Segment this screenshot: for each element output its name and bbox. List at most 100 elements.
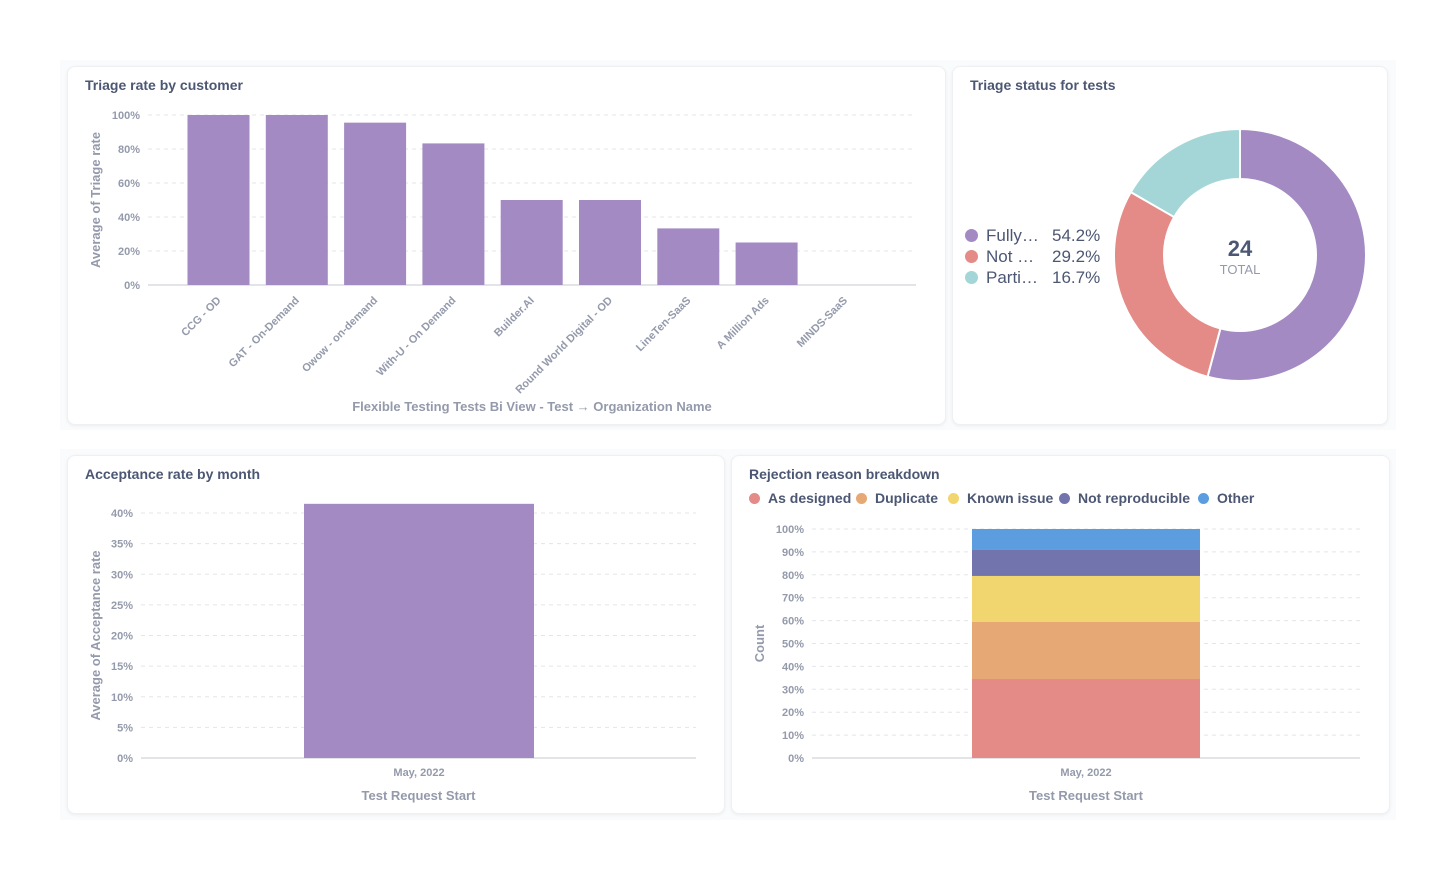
x-tick-label: May, 2022 bbox=[1060, 767, 1111, 779]
legend-dot-icon bbox=[948, 492, 959, 504]
y-axis-title: Average of Acceptance rate bbox=[88, 550, 103, 720]
legend-label: Not … bbox=[986, 246, 1035, 266]
y-tick-label: 60% bbox=[782, 616, 804, 628]
bar[interactable] bbox=[422, 143, 485, 285]
donut-slice[interactable] bbox=[1206, 127, 1367, 382]
y-tick-label: 20% bbox=[118, 246, 140, 258]
card-acceptance-rate[interactable]: Acceptance rate by month 0% 5% 10% 15% 20% 25… bbox=[67, 455, 725, 814]
x-tick-label: Builder.AI bbox=[492, 295, 537, 340]
legend-percent: 16.7% bbox=[1052, 267, 1101, 287]
bar[interactable] bbox=[500, 200, 563, 285]
legend-label: As designed bbox=[768, 490, 852, 506]
y-tick-label: 0% bbox=[788, 753, 804, 765]
pie-legend: Fully… 54.2% Not … 29.2% Parti… 16.7% bbox=[965, 225, 1112, 288]
card-title[interactable]: Rejection reason breakdown bbox=[749, 466, 940, 482]
legend-dot-icon bbox=[965, 250, 978, 263]
y-tick-label: 35% bbox=[111, 539, 133, 551]
pie-legend-item[interactable]: Not … 29.2% bbox=[965, 246, 1112, 267]
legend-item[interactable]: Other bbox=[1198, 490, 1254, 506]
x-axis-title: Flexible Testing Tests Bi View - Test → … bbox=[352, 399, 712, 414]
card-triage-status[interactable]: Triage status for tests Fully… 54.2% Not …… bbox=[952, 66, 1388, 425]
acceptance-rate-bar-chart: 0% 5% 10% 15% 20% 25% 30% 35% 40% Average of Acce… bbox=[88, 503, 696, 803]
stacked-bar-segment[interactable] bbox=[972, 678, 1200, 758]
y-tick-label: 50% bbox=[782, 639, 804, 651]
card-title[interactable]: Acceptance rate by month bbox=[85, 466, 261, 482]
y-axis-title: Average of Triage rate bbox=[88, 132, 103, 268]
x-axis-title: Test Request Start bbox=[362, 788, 477, 803]
donut-slice[interactable] bbox=[1113, 190, 1222, 378]
legend-dot-icon bbox=[965, 271, 978, 284]
y-tick-label: 0% bbox=[124, 280, 140, 292]
bar[interactable] bbox=[187, 115, 250, 285]
y-tick-label: 20% bbox=[111, 631, 133, 643]
donut-slice[interactable] bbox=[1129, 127, 1241, 219]
y-tick-label: 30% bbox=[111, 569, 133, 581]
y-tick-label: 10% bbox=[782, 730, 804, 742]
legend-dot-icon bbox=[1059, 492, 1070, 504]
bar[interactable] bbox=[735, 242, 798, 286]
legend-label: Duplicate bbox=[875, 490, 939, 506]
stacked-bar-segment[interactable] bbox=[972, 621, 1200, 679]
y-tick-label: 20% bbox=[782, 707, 804, 719]
y-tick-label: 70% bbox=[782, 593, 804, 605]
bar[interactable] bbox=[579, 200, 641, 285]
y-tick-label: 100% bbox=[776, 524, 804, 536]
y-tick-label: 30% bbox=[782, 684, 804, 696]
legend-label: Not reproducible bbox=[1078, 490, 1191, 506]
y-tick-label: 5% bbox=[117, 722, 133, 734]
x-axis-title: Test Request Start bbox=[1029, 788, 1144, 803]
stacked-bar-segment[interactable] bbox=[972, 575, 1200, 622]
stacked-bar-segment[interactable] bbox=[972, 549, 1200, 576]
x-tick-label: A Million Ads bbox=[715, 295, 772, 352]
y-tick-label: 60% bbox=[118, 178, 140, 190]
x-tick-label: LineTen-SaaS bbox=[634, 295, 693, 354]
legend-dot-icon bbox=[1198, 492, 1209, 504]
legend-item[interactable]: As designed bbox=[749, 490, 851, 506]
card-rejection-reason[interactable]: Rejection reason breakdown As designed Du… bbox=[731, 455, 1390, 814]
legend-item[interactable]: Not reproducible bbox=[1059, 490, 1190, 506]
y-tick-label: 100% bbox=[112, 110, 140, 122]
x-tick-label: GAT - On-Demand bbox=[227, 295, 302, 370]
legend-percent: 29.2% bbox=[1052, 246, 1101, 266]
legend-dot-icon bbox=[856, 492, 867, 504]
legend-label: Known issue bbox=[967, 490, 1054, 506]
triage-status-donut-chart: 24 TOTAL bbox=[1113, 127, 1367, 382]
bar[interactable] bbox=[657, 228, 720, 285]
y-tick-label: 0% bbox=[117, 753, 133, 765]
y-tick-label: 40% bbox=[111, 508, 133, 520]
legend-label: Parti… bbox=[986, 267, 1038, 287]
pie-legend-item[interactable]: Fully… 54.2% bbox=[965, 225, 1112, 246]
legend-percent: 54.2% bbox=[1052, 225, 1101, 245]
x-tick-label: May, 2022 bbox=[393, 767, 444, 779]
x-tick-label: Owow - on-demand bbox=[300, 295, 380, 375]
x-tick-label: MINDS-SaaS bbox=[795, 295, 850, 350]
y-tick-label: 15% bbox=[111, 661, 133, 673]
y-tick-label: 80% bbox=[782, 570, 804, 582]
legend-item[interactable]: Known issue bbox=[948, 490, 1053, 506]
x-tick-label: With-U - On Demand bbox=[374, 295, 458, 379]
pie-legend-item[interactable]: Parti… 16.7% bbox=[965, 267, 1112, 288]
stacked-bar-segment[interactable] bbox=[972, 529, 1200, 550]
legend-dot-icon bbox=[965, 229, 978, 242]
y-tick-label: 90% bbox=[782, 547, 804, 559]
y-tick-label: 25% bbox=[111, 600, 133, 612]
donut-total-value: 24 bbox=[1228, 236, 1253, 261]
legend-item[interactable]: Duplicate bbox=[856, 490, 938, 506]
legend-label: Fully… bbox=[986, 225, 1039, 245]
x-tick-label: CCG - OD bbox=[179, 295, 223, 339]
bar[interactable] bbox=[265, 115, 328, 285]
rejection-stacked-bar-chart: 0% 10% 20% 30% 40% 50% 60% 70% 80% 90% 100% Count Te… bbox=[752, 524, 1360, 803]
bar[interactable] bbox=[344, 122, 407, 286]
y-tick-label: 40% bbox=[118, 212, 140, 224]
triage-rate-bar-chart: 0% 20% 40% 60% 80% 100% Average of Triage rate… bbox=[88, 110, 916, 414]
y-tick-label: 80% bbox=[118, 144, 140, 156]
card-triage-rate-by-customer[interactable]: Triage rate by customer 0% 20% 40% 60% 80% 10… bbox=[67, 66, 946, 425]
y-axis-title: Count bbox=[752, 624, 767, 662]
donut-total-label: TOTAL bbox=[1220, 262, 1261, 277]
card-title[interactable]: Triage rate by customer bbox=[85, 77, 243, 93]
card-title[interactable]: Triage status for tests bbox=[970, 77, 1116, 93]
bar[interactable] bbox=[304, 503, 534, 758]
y-tick-label: 40% bbox=[782, 661, 804, 673]
legend-label: Other bbox=[1217, 490, 1255, 506]
y-tick-label: 10% bbox=[111, 692, 133, 704]
